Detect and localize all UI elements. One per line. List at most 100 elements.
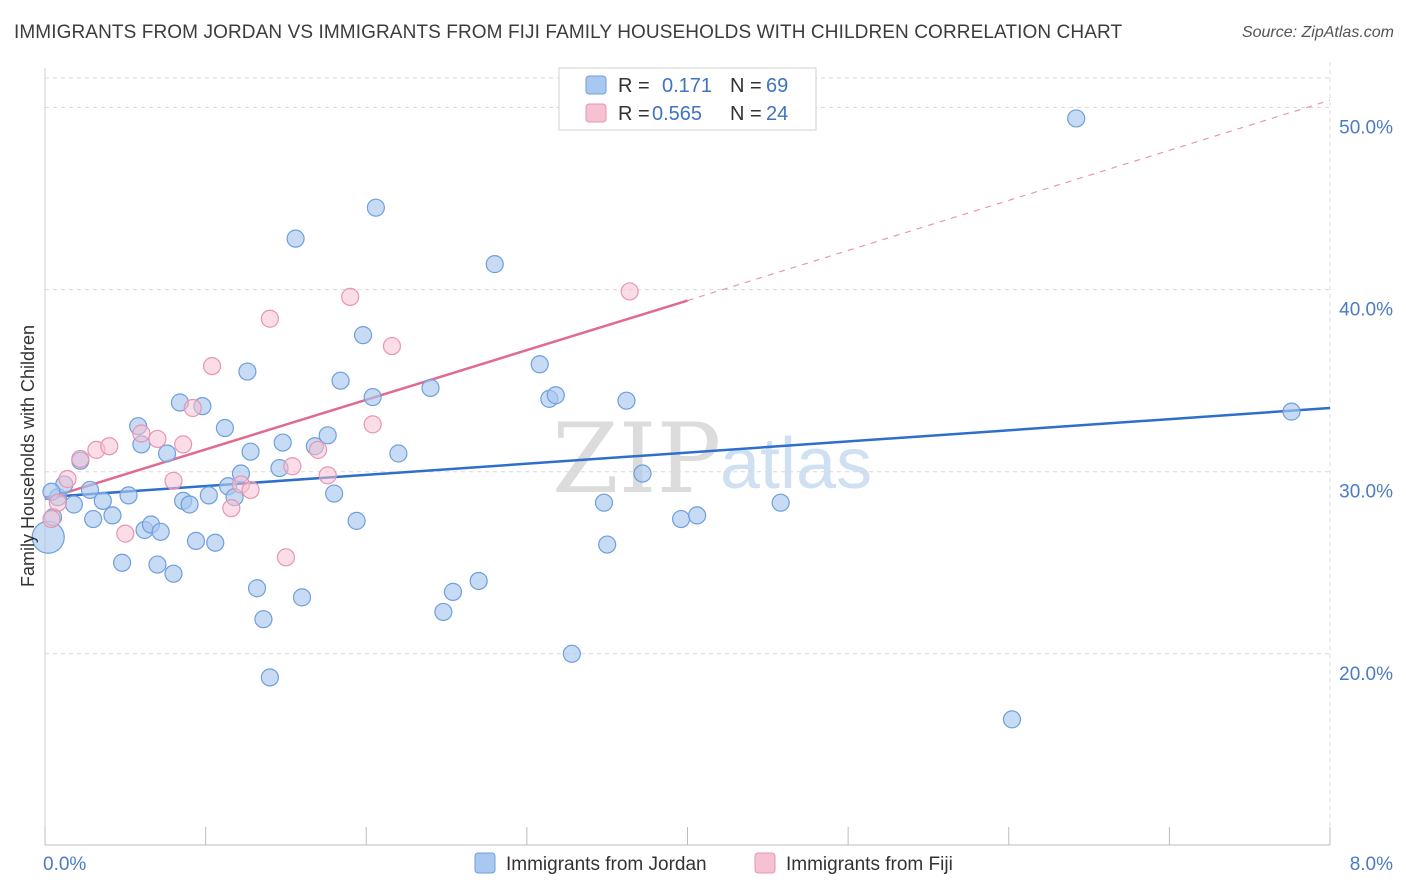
chart-title: IMMIGRANTS FROM JORDAN VS IMMIGRANTS FRO…: [14, 22, 1123, 43]
data-point-jordan: [112, 553, 132, 572]
data-point-jordan: [151, 522, 170, 541]
data-point-fiji: [42, 509, 61, 529]
legend-r-label-fiji: R =: [618, 103, 650, 125]
bottom-legend-swatch-jordan: [474, 852, 496, 874]
data-point-jordan: [273, 433, 292, 452]
data-point-jordan: [562, 644, 581, 663]
data-point-fiji: [48, 493, 67, 512]
data-point-jordan: [688, 506, 707, 525]
data-point-jordan: [530, 355, 549, 374]
data-point-jordan: [148, 555, 167, 574]
watermark-atlas: atlas: [720, 424, 872, 504]
trendline-fiji-extension: [687, 99, 1331, 302]
data-point-jordan: [157, 444, 177, 463]
data-point-fiji: [276, 548, 296, 567]
data-point-jordan: [254, 610, 273, 629]
data-point-fiji: [71, 449, 90, 469]
legend-swatch-jordan: [585, 75, 607, 95]
data-point-jordan: [469, 571, 488, 591]
data-point-jordan: [633, 464, 652, 483]
data-point-jordan: [366, 198, 385, 217]
data-point-jordan: [434, 602, 453, 622]
data-point-jordan: [421, 378, 440, 398]
data-point-fiji: [318, 466, 337, 485]
data-point-jordan: [485, 255, 504, 274]
data-point-jordan: [238, 362, 257, 381]
data-point-jordan: [325, 484, 344, 503]
data-point-jordan: [771, 493, 790, 512]
legend-r-value-fiji: 0.565: [652, 103, 702, 125]
data-point-jordan: [103, 506, 122, 525]
data-point-jordan: [180, 495, 199, 514]
bottom-legend-label-fiji: Immigrants from Fiji: [786, 854, 953, 875]
data-point-jordan: [206, 533, 225, 552]
legend-n-value-fiji: 24: [766, 103, 788, 125]
data-point-jordan: [119, 486, 138, 505]
legend-n-label-jordan: N =: [730, 75, 762, 97]
data-point-jordan: [363, 387, 382, 407]
data-point-jordan: [598, 535, 617, 554]
data-point-fiji: [382, 336, 402, 356]
x-tick-label: 8.0%: [1350, 854, 1393, 875]
y-axis-label: Family Households with Children: [18, 325, 38, 587]
data-point-fiji: [363, 415, 382, 434]
data-point-fiji: [308, 440, 328, 459]
data-point-fiji: [164, 471, 183, 490]
data-point-jordan: [546, 386, 565, 405]
chart-source: Source: ZipAtlas.com: [1241, 24, 1394, 41]
legend-n-value-jordan: 69: [766, 75, 788, 97]
data-point-fiji: [183, 398, 202, 418]
data-point-fiji: [100, 437, 119, 456]
data-point-fiji: [148, 429, 167, 449]
data-point-fiji: [283, 457, 302, 476]
data-point-jordan: [389, 444, 408, 463]
axis-layer: 20.0% 30.0% 40.0% 50.0% 0.0% 8.0%: [43, 68, 1393, 875]
data-point-jordan: [64, 495, 84, 514]
data-point-jordan: [594, 493, 614, 512]
bottom-legend: Immigrants from Jordan Immigrants from F…: [474, 852, 953, 875]
data-point-jordan: [617, 391, 636, 410]
data-point-fiji: [58, 469, 77, 489]
data-point-fiji: [260, 309, 279, 328]
y-tick-label: 40.0%: [1339, 300, 1393, 321]
data-point-jordan: [353, 326, 373, 345]
data-point-fiji: [222, 499, 241, 518]
top-legend: R = 0.171 N = 69 R = 0.565 N = 24: [558, 67, 817, 131]
data-point-fiji: [132, 424, 151, 443]
legend-r-label-jordan: R =: [618, 75, 650, 97]
data-point-jordan: [1002, 710, 1022, 729]
data-point-jordan: [1282, 402, 1301, 421]
data-point-jordan: [84, 509, 103, 529]
y-tick-label: 30.0%: [1339, 482, 1393, 503]
y-tick-label: 20.0%: [1339, 664, 1393, 685]
y-tick-label: 50.0%: [1339, 118, 1393, 139]
data-point-fiji: [116, 524, 135, 543]
data-point-jordan: [671, 509, 691, 529]
data-point-fiji: [620, 282, 639, 301]
data-point-jordan: [241, 442, 260, 461]
data-point-fiji: [341, 287, 360, 306]
bottom-legend-label-jordan: Immigrants from Jordan: [506, 854, 707, 875]
data-point-jordan: [164, 564, 183, 583]
points-layer: [31, 109, 1301, 729]
bottom-legend-swatch-fiji: [754, 852, 776, 874]
data-point-jordan: [260, 668, 279, 687]
data-point-jordan: [331, 371, 350, 390]
data-point-fiji: [202, 356, 222, 376]
legend-swatch-fiji: [585, 103, 607, 123]
data-point-jordan: [292, 588, 312, 607]
data-point-jordan: [1067, 109, 1086, 128]
legend-n-label-fiji: N =: [730, 103, 762, 125]
data-point-jordan: [80, 480, 100, 500]
x-tick-label: 0.0%: [43, 854, 86, 875]
data-point-jordan: [215, 418, 234, 438]
trendline-jordan: [44, 406, 1331, 499]
data-point-jordan: [286, 229, 305, 248]
data-point-fiji: [174, 435, 193, 454]
data-point-jordan: [347, 511, 366, 530]
data-point-jordan: [186, 531, 206, 551]
data-point-jordan: [318, 426, 337, 445]
legend-r-value-jordan: 0.171: [662, 75, 712, 97]
data-point-fiji: [241, 480, 260, 500]
